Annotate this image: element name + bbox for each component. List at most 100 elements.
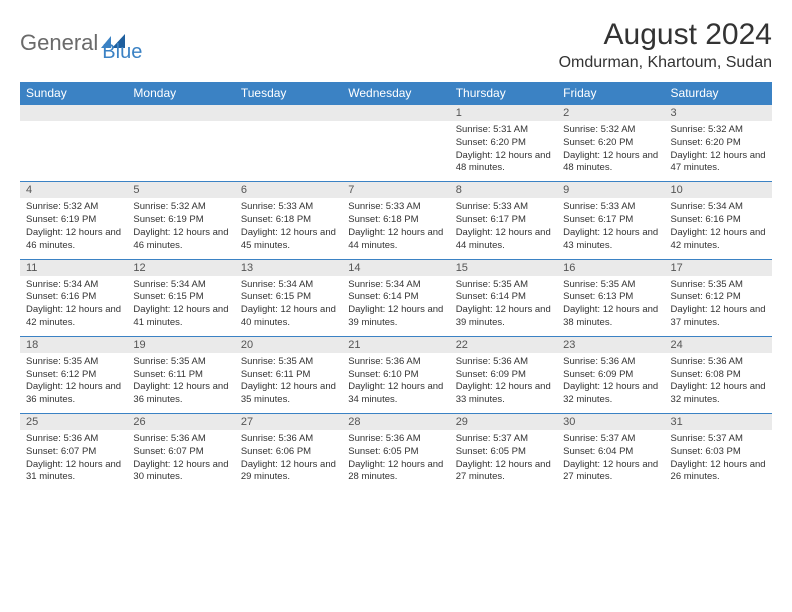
calendar-day-cell: 28Sunrise: 5:36 AMSunset: 6:05 PMDayligh… [342, 414, 449, 491]
day-details: Sunrise: 5:37 AMSunset: 6:03 PMDaylight:… [665, 430, 772, 490]
title-block: August 2024 Omdurman, Khartoum, Sudan [559, 18, 772, 72]
calendar-week-row: 25Sunrise: 5:36 AMSunset: 6:07 PMDayligh… [20, 414, 772, 491]
calendar-day-cell: 25Sunrise: 5:36 AMSunset: 6:07 PMDayligh… [20, 414, 127, 491]
calendar-day-cell: 6Sunrise: 5:33 AMSunset: 6:18 PMDaylight… [235, 182, 342, 259]
calendar-day-cell [20, 105, 127, 182]
day-details: Sunrise: 5:36 AMSunset: 6:05 PMDaylight:… [342, 430, 449, 490]
day-number [127, 105, 234, 121]
calendar-day-cell: 29Sunrise: 5:37 AMSunset: 6:05 PMDayligh… [450, 414, 557, 491]
day-header: Tuesday [235, 82, 342, 105]
calendar-day-cell: 5Sunrise: 5:32 AMSunset: 6:19 PMDaylight… [127, 182, 234, 259]
day-details: Sunrise: 5:32 AMSunset: 6:20 PMDaylight:… [557, 121, 664, 181]
calendar-day-cell: 13Sunrise: 5:34 AMSunset: 6:15 PMDayligh… [235, 259, 342, 336]
day-details: Sunrise: 5:32 AMSunset: 6:20 PMDaylight:… [665, 121, 772, 181]
day-number: 8 [450, 182, 557, 198]
calendar-day-cell: 24Sunrise: 5:36 AMSunset: 6:08 PMDayligh… [665, 336, 772, 413]
calendar-day-cell: 20Sunrise: 5:35 AMSunset: 6:11 PMDayligh… [235, 336, 342, 413]
day-details: Sunrise: 5:37 AMSunset: 6:04 PMDaylight:… [557, 430, 664, 490]
day-details: Sunrise: 5:36 AMSunset: 6:10 PMDaylight:… [342, 353, 449, 413]
day-header: Sunday [20, 82, 127, 105]
day-number [20, 105, 127, 121]
calendar-day-cell: 17Sunrise: 5:35 AMSunset: 6:12 PMDayligh… [665, 259, 772, 336]
day-header: Saturday [665, 82, 772, 105]
logo-word2: Blue [102, 41, 142, 64]
day-details: Sunrise: 5:33 AMSunset: 6:17 PMDaylight:… [557, 198, 664, 258]
calendar-table: SundayMondayTuesdayWednesdayThursdayFrid… [20, 82, 772, 490]
calendar-day-cell: 31Sunrise: 5:37 AMSunset: 6:03 PMDayligh… [665, 414, 772, 491]
day-details: Sunrise: 5:36 AMSunset: 6:07 PMDaylight:… [20, 430, 127, 490]
day-number: 10 [665, 182, 772, 198]
day-number: 17 [665, 260, 772, 276]
day-number: 12 [127, 260, 234, 276]
calendar-day-cell: 18Sunrise: 5:35 AMSunset: 6:12 PMDayligh… [20, 336, 127, 413]
day-number: 22 [450, 337, 557, 353]
calendar-day-cell: 21Sunrise: 5:36 AMSunset: 6:10 PMDayligh… [342, 336, 449, 413]
day-number: 7 [342, 182, 449, 198]
day-number: 15 [450, 260, 557, 276]
day-header: Thursday [450, 82, 557, 105]
day-details: Sunrise: 5:36 AMSunset: 6:08 PMDaylight:… [665, 353, 772, 413]
day-header: Monday [127, 82, 234, 105]
day-details: Sunrise: 5:36 AMSunset: 6:09 PMDaylight:… [450, 353, 557, 413]
day-details: Sunrise: 5:34 AMSunset: 6:15 PMDaylight:… [127, 276, 234, 336]
calendar-day-cell: 26Sunrise: 5:36 AMSunset: 6:07 PMDayligh… [127, 414, 234, 491]
day-number: 20 [235, 337, 342, 353]
day-details: Sunrise: 5:36 AMSunset: 6:09 PMDaylight:… [557, 353, 664, 413]
day-details: Sunrise: 5:34 AMSunset: 6:16 PMDaylight:… [665, 198, 772, 258]
day-header: Friday [557, 82, 664, 105]
day-details: Sunrise: 5:32 AMSunset: 6:19 PMDaylight:… [127, 198, 234, 258]
calendar-day-cell [342, 105, 449, 182]
calendar-day-cell [127, 105, 234, 182]
logo-word1: General [20, 30, 98, 56]
calendar-header-row: SundayMondayTuesdayWednesdayThursdayFrid… [20, 82, 772, 105]
day-number: 18 [20, 337, 127, 353]
day-number: 25 [20, 414, 127, 430]
calendar-day-cell: 23Sunrise: 5:36 AMSunset: 6:09 PMDayligh… [557, 336, 664, 413]
day-number: 11 [20, 260, 127, 276]
calendar-day-cell: 22Sunrise: 5:36 AMSunset: 6:09 PMDayligh… [450, 336, 557, 413]
day-details: Sunrise: 5:33 AMSunset: 6:18 PMDaylight:… [235, 198, 342, 258]
calendar-body: 1Sunrise: 5:31 AMSunset: 6:20 PMDaylight… [20, 105, 772, 491]
day-number: 1 [450, 105, 557, 121]
calendar-day-cell: 30Sunrise: 5:37 AMSunset: 6:04 PMDayligh… [557, 414, 664, 491]
calendar-day-cell: 3Sunrise: 5:32 AMSunset: 6:20 PMDaylight… [665, 105, 772, 182]
day-details: Sunrise: 5:35 AMSunset: 6:14 PMDaylight:… [450, 276, 557, 336]
calendar-week-row: 11Sunrise: 5:34 AMSunset: 6:16 PMDayligh… [20, 259, 772, 336]
day-number: 24 [665, 337, 772, 353]
day-number: 6 [235, 182, 342, 198]
day-details: Sunrise: 5:32 AMSunset: 6:19 PMDaylight:… [20, 198, 127, 258]
day-number: 9 [557, 182, 664, 198]
day-details: Sunrise: 5:36 AMSunset: 6:07 PMDaylight:… [127, 430, 234, 490]
day-number [235, 105, 342, 121]
day-number: 19 [127, 337, 234, 353]
day-number: 4 [20, 182, 127, 198]
page-subtitle: Omdurman, Khartoum, Sudan [559, 54, 772, 72]
day-number: 27 [235, 414, 342, 430]
calendar-day-cell: 15Sunrise: 5:35 AMSunset: 6:14 PMDayligh… [450, 259, 557, 336]
calendar-day-cell: 8Sunrise: 5:33 AMSunset: 6:17 PMDaylight… [450, 182, 557, 259]
day-number: 14 [342, 260, 449, 276]
calendar-day-cell: 9Sunrise: 5:33 AMSunset: 6:17 PMDaylight… [557, 182, 664, 259]
calendar-week-row: 18Sunrise: 5:35 AMSunset: 6:12 PMDayligh… [20, 336, 772, 413]
day-details: Sunrise: 5:36 AMSunset: 6:06 PMDaylight:… [235, 430, 342, 490]
day-number: 16 [557, 260, 664, 276]
calendar-day-cell: 19Sunrise: 5:35 AMSunset: 6:11 PMDayligh… [127, 336, 234, 413]
day-number: 30 [557, 414, 664, 430]
day-number: 29 [450, 414, 557, 430]
day-details: Sunrise: 5:34 AMSunset: 6:16 PMDaylight:… [20, 276, 127, 336]
calendar-day-cell: 12Sunrise: 5:34 AMSunset: 6:15 PMDayligh… [127, 259, 234, 336]
header: General Blue August 2024 Omdurman, Khart… [20, 18, 772, 72]
day-number: 23 [557, 337, 664, 353]
calendar-day-cell: 2Sunrise: 5:32 AMSunset: 6:20 PMDaylight… [557, 105, 664, 182]
calendar-week-row: 4Sunrise: 5:32 AMSunset: 6:19 PMDaylight… [20, 182, 772, 259]
calendar-day-cell: 11Sunrise: 5:34 AMSunset: 6:16 PMDayligh… [20, 259, 127, 336]
day-details: Sunrise: 5:35 AMSunset: 6:11 PMDaylight:… [235, 353, 342, 413]
calendar-day-cell [235, 105, 342, 182]
day-number: 26 [127, 414, 234, 430]
calendar-day-cell: 1Sunrise: 5:31 AMSunset: 6:20 PMDaylight… [450, 105, 557, 182]
day-number: 21 [342, 337, 449, 353]
day-details: Sunrise: 5:37 AMSunset: 6:05 PMDaylight:… [450, 430, 557, 490]
day-details: Sunrise: 5:35 AMSunset: 6:12 PMDaylight:… [665, 276, 772, 336]
calendar-day-cell: 7Sunrise: 5:33 AMSunset: 6:18 PMDaylight… [342, 182, 449, 259]
day-details: Sunrise: 5:33 AMSunset: 6:17 PMDaylight:… [450, 198, 557, 258]
